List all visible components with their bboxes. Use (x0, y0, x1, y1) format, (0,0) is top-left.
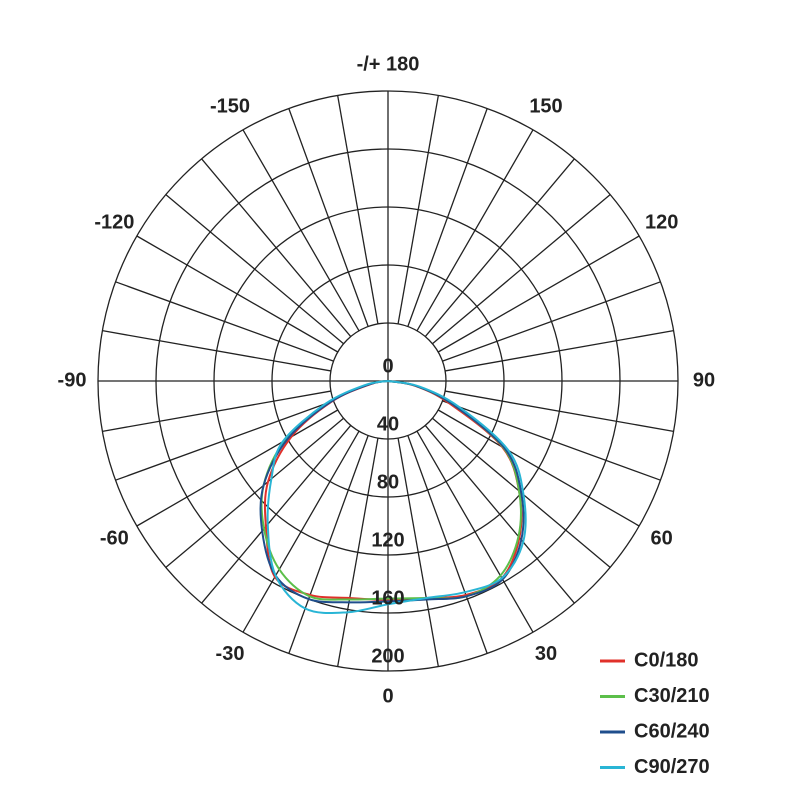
intensity-curve (266, 380, 527, 615)
angle-grid-line (242, 129, 360, 332)
spoke (201, 425, 352, 604)
angle-tick-label: -/+ 180 (357, 53, 420, 75)
spoke (407, 435, 488, 654)
spoke (115, 281, 334, 362)
radial-tick-label: 40 (377, 413, 399, 435)
legend-label: C30/210 (634, 685, 710, 707)
angle-tick-label: -60 (100, 527, 129, 549)
spoke (201, 158, 352, 337)
spoke (337, 438, 379, 667)
angle-tick-label: 120 (645, 211, 678, 233)
spoke (442, 400, 661, 481)
spoke (115, 400, 334, 481)
spoke (445, 330, 674, 372)
radial-tick-label: 80 (377, 471, 399, 493)
spoke (165, 417, 344, 568)
spoke (288, 435, 369, 654)
spoke (288, 108, 369, 327)
legend-label: C60/240 (634, 720, 710, 742)
spoke (442, 281, 661, 362)
angle-tick-label: 60 (651, 527, 673, 549)
legend-label: C0/180 (634, 649, 699, 671)
spoke (165, 194, 344, 345)
spoke (445, 390, 674, 432)
spoke (337, 95, 379, 324)
radial-tick-label: 160 (371, 587, 404, 609)
angle-grid-line (136, 409, 339, 527)
angle-grid-line (242, 430, 360, 633)
angle-grid-line (136, 235, 339, 353)
radial-tick-label: 120 (371, 529, 404, 551)
spoke (407, 108, 488, 327)
legend-label: C90/270 (634, 756, 710, 778)
spoke (102, 330, 331, 372)
spoke (397, 95, 439, 324)
angle-grid-line (416, 129, 534, 332)
spoke (397, 438, 439, 667)
intensity-curve (259, 380, 525, 604)
angle-tick-label: 0 (382, 685, 393, 707)
spoke (102, 390, 331, 432)
spoke (432, 194, 611, 345)
angle-grid-line (416, 430, 534, 633)
angle-tick-label: -90 (58, 369, 87, 391)
angle-tick-label: -120 (94, 211, 134, 233)
angle-tick-label: -30 (216, 643, 245, 665)
angle-tick-label: 30 (535, 643, 557, 665)
angle-grid-line (437, 409, 640, 527)
radial-tick-label: 0 (382, 355, 393, 377)
spoke (424, 158, 575, 337)
spoke (424, 425, 575, 604)
angle-tick-label: 90 (693, 369, 715, 391)
angle-grid-line (437, 235, 640, 353)
angle-tick-label: -150 (210, 96, 250, 118)
angle-tick-label: 150 (529, 96, 562, 118)
radial-tick-label: 200 (371, 645, 404, 667)
